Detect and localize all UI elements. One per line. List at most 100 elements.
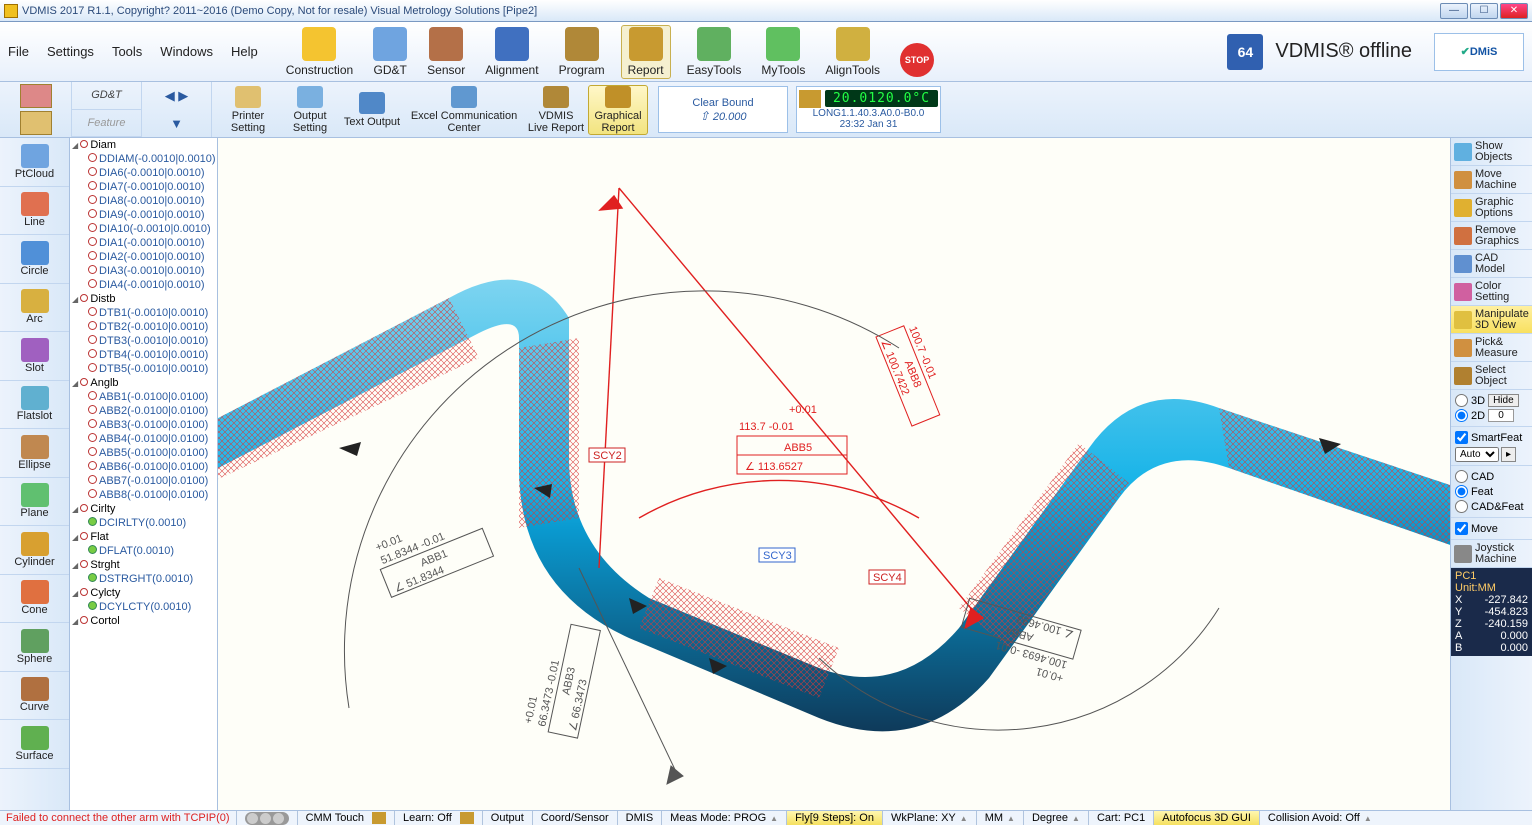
rpanel-manipulate-d-view[interactable]: Manipulate 3D View [1451,306,1532,334]
menu-settings[interactable]: Settings [47,44,94,59]
tree-item[interactable]: DIA10(-0.0010|0.0010) [70,222,217,236]
tree-item[interactable]: ABB1(-0.0100|0.0100) [70,390,217,404]
tree-item[interactable]: ABB7(-0.0100|0.0100) [70,474,217,488]
menu-windows[interactable]: Windows [160,44,213,59]
report-text-output[interactable]: Text Output [342,85,402,135]
maximize-button[interactable]: ☐ [1470,3,1498,19]
tree-item[interactable]: DIA2(-0.0010|0.0010) [70,250,217,264]
tree-item[interactable]: DIA7(-0.0010|0.0010) [70,180,217,194]
check-move[interactable]: Move [1455,521,1528,536]
rpanel-select-object[interactable]: Select Object [1451,362,1532,390]
gdt-tab-icon[interactable] [0,110,71,138]
tool-line[interactable]: Line [0,187,69,236]
tree-item[interactable]: DSTRGHT(0.0010) [70,572,217,586]
radio-3d[interactable]: 3D Hide [1455,393,1528,408]
hide-button[interactable]: Hide [1488,394,1519,407]
radio-cad[interactable]: CAD [1455,469,1528,484]
gdt-tab[interactable]: GD&T [72,82,141,110]
status-fly-9-steps-on[interactable]: Fly[9 Steps]: On [786,811,882,825]
rpanel-remove-graphics[interactable]: Remove Graphics [1451,222,1532,250]
toolbar-alignment[interactable]: Alignment [481,25,542,79]
status-meas-mode-prog[interactable]: Meas Mode: PROG ▲ [661,811,786,825]
status-mm[interactable]: MM ▲ [976,811,1023,825]
tree-item[interactable]: DIA3(-0.0010|0.0010) [70,264,217,278]
tree-item[interactable]: DDIAM(-0.0010|0.0010) [70,152,217,166]
check-smartfeat[interactable]: SmartFeat [1455,430,1528,445]
status-collision-avoid-off[interactable]: Collision Avoid: Off ▲ [1259,811,1380,825]
toolbar-easytools[interactable]: EasyTools [683,25,746,79]
tool-ptcloud[interactable]: PtCloud [0,138,69,187]
radio-cadfeat[interactable]: CAD&Feat [1455,499,1528,514]
feature-tree[interactable]: DiamDDIAM(-0.0010|0.0010)DIA6(-0.0010|0.… [70,138,217,810]
toolbar-sensor[interactable]: Sensor [423,25,469,79]
tool-flatslot[interactable]: Flatslot [0,381,69,430]
status-coord-sensor[interactable]: Coord/Sensor [532,811,617,825]
tree-item[interactable]: DCYLCTY(0.0010) [70,600,217,614]
tool-circle[interactable]: Circle [0,235,69,284]
status-output[interactable]: Output [482,811,532,825]
smart-play[interactable]: ▸ [1501,447,1516,462]
rpanel-pick-measure[interactable]: Pick& Measure [1451,334,1532,362]
feature-tab-icon[interactable] [0,82,71,110]
toolbar-stop[interactable]: STOP [896,41,938,79]
tree-item[interactable]: DCIRLTY(0.0010) [70,516,217,530]
tree-cat-cortol[interactable]: Cortol [70,614,217,628]
status-degree[interactable]: Degree ▲ [1023,811,1088,825]
tool-slot[interactable]: Slot [0,332,69,381]
select-auto[interactable]: Auto [1455,447,1499,462]
tree-cat-cirlty[interactable]: Cirlty [70,502,217,516]
tree-item[interactable]: ABB5(-0.0100|0.0100) [70,446,217,460]
tree-item[interactable]: DFLAT(0.0010) [70,544,217,558]
tree-item[interactable]: DTB3(-0.0010|0.0010) [70,334,217,348]
viewport-3d[interactable]: +0.01 113.7 -0.01 ABB5 ∠ 113.6527 100.7 … [218,138,1450,810]
rpanel-graphic-options[interactable]: Graphic Options [1451,194,1532,222]
rpanel-color-setting[interactable]: Color Setting [1451,278,1532,306]
nav-left[interactable]: ◀ ▶ [142,82,211,110]
report-graphical-report[interactable]: Graphical Report [588,85,648,135]
radio-feat[interactable]: Feat [1455,484,1528,499]
tree-item[interactable]: ABB6(-0.0100|0.0100) [70,460,217,474]
status-cart-pc1[interactable]: Cart: PC1 [1088,811,1153,825]
tool-arc[interactable]: Arc [0,284,69,333]
report-output-setting[interactable]: Output Setting [280,85,340,135]
report-vdmis-live-report[interactable]: VDMIS Live Report [526,85,586,135]
tree-item[interactable]: DIA4(-0.0010|0.0010) [70,278,217,292]
tree-cat-cylcty[interactable]: Cylcty [70,586,217,600]
tree-item[interactable]: DIA1(-0.0010|0.0010) [70,236,217,250]
rpanel-move-machine[interactable]: Move Machine [1451,166,1532,194]
toolbar-program[interactable]: Program [555,25,609,79]
status-autofocus-3d-gui[interactable]: Autofocus 3D GUI [1153,811,1259,825]
menu-help[interactable]: Help [231,44,258,59]
tree-cat-anglb[interactable]: Anglb [70,376,217,390]
feature-tab[interactable]: Feature [72,110,141,138]
tree-item[interactable]: ABB2(-0.0100|0.0100) [70,404,217,418]
toolbar-gd&t[interactable]: GD&T [369,25,411,79]
report-printer-setting[interactable]: Printer Setting [218,85,278,135]
tree-cat-strght[interactable]: Strght [70,558,217,572]
tree-cat-diam[interactable]: Diam [70,138,217,152]
minimize-button[interactable]: — [1440,3,1468,19]
tree-item[interactable]: DIA9(-0.0010|0.0010) [70,208,217,222]
tree-item[interactable]: DIA6(-0.0010|0.0010) [70,166,217,180]
input-2d[interactable] [1488,409,1514,422]
toolbar-report[interactable]: Report [621,25,671,79]
report-excel-communication-center[interactable]: Excel Communication Center [404,85,524,135]
tree-item[interactable]: DTB5(-0.0010|0.0010) [70,362,217,376]
tree-cat-flat[interactable]: Flat [70,530,217,544]
toolbar-mytools[interactable]: MyTools [757,25,809,79]
rpanel-cad-model[interactable]: CAD Model [1451,250,1532,278]
tool-ellipse[interactable]: Ellipse [0,429,69,478]
status-wkplane-xy[interactable]: WkPlane: XY ▲ [882,811,976,825]
tool-sphere[interactable]: Sphere [0,623,69,672]
rpanel-show-objects[interactable]: Show Objects [1451,138,1532,166]
tool-cylinder[interactable]: Cylinder [0,526,69,575]
nav-drop[interactable]: ▼ [142,110,211,138]
tool-surface[interactable]: Surface [0,720,69,769]
tree-item[interactable]: ABB8(-0.0100|0.0100) [70,488,217,502]
tool-curve[interactable]: Curve [0,672,69,721]
tree-item[interactable]: DIA8(-0.0010|0.0010) [70,194,217,208]
radio-2d[interactable]: 2D [1455,408,1528,423]
toolbar-aligntools[interactable]: AlignTools [821,25,884,79]
tree-item[interactable]: DTB1(-0.0010|0.0010) [70,306,217,320]
tree-item[interactable]: ABB4(-0.0100|0.0100) [70,432,217,446]
